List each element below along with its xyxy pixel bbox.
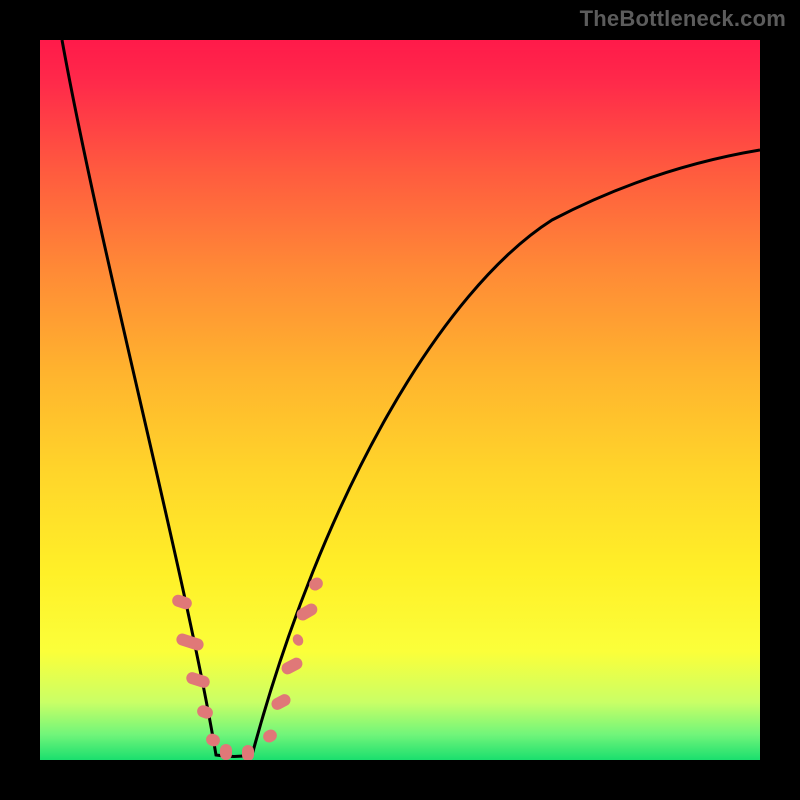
watermark-text: TheBottleneck.com <box>580 6 786 32</box>
curve-marker <box>242 745 254 761</box>
curve-marker <box>220 744 232 760</box>
gradient-panel <box>40 40 760 760</box>
chart-container: { "watermark": { "text": "TheBottleneck.… <box>0 0 800 800</box>
bottleneck-chart <box>0 0 800 800</box>
